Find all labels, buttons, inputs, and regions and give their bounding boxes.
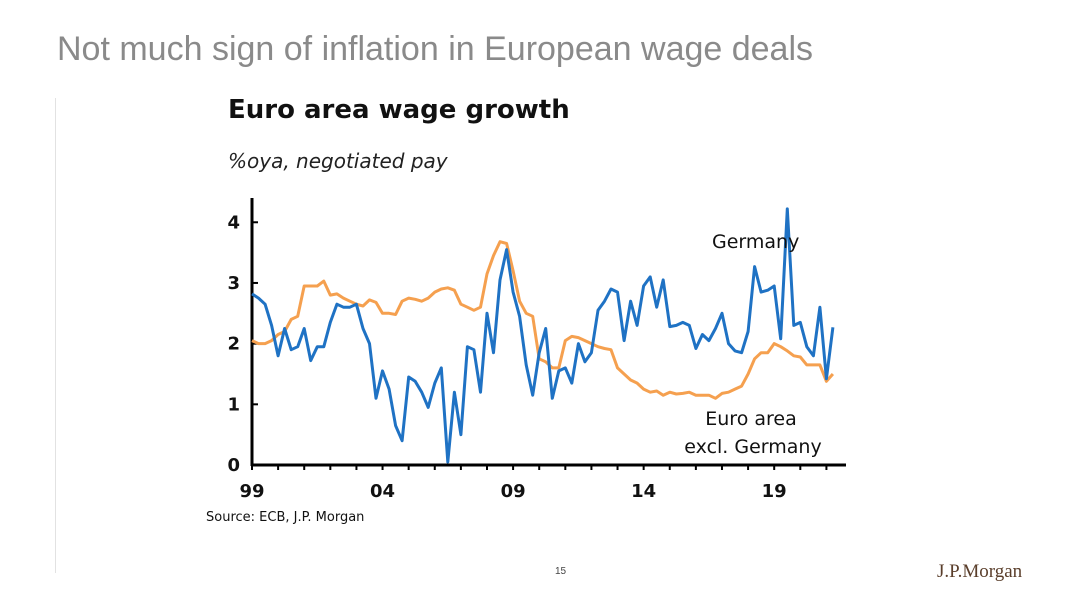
y-tick-label: 3 — [227, 273, 240, 294]
page-number: 15 — [555, 566, 567, 577]
x-tick-label: 14 — [631, 481, 656, 502]
chart-series — [251, 207, 835, 464]
x-tick-label: 19 — [762, 481, 787, 502]
series-label-euro_ex_germany: Euro area — [705, 408, 796, 430]
series-label-germany: Germany — [712, 231, 799, 253]
y-tick-label: 2 — [227, 334, 240, 355]
series-labels: Germany Euro area excl. Germany — [684, 231, 821, 458]
chart-title: Euro area wage growth — [228, 95, 570, 125]
series-label-euro_ex_germany: excl. Germany — [684, 436, 821, 458]
x-tick-label: 99 — [239, 481, 264, 502]
series-line-euro_ex_germany — [251, 240, 835, 400]
y-tick-label: 1 — [227, 394, 240, 415]
chart-axes: 0 1 2 3 4 99 04 09 14 19 — [227, 198, 846, 502]
jpmorgan-logo: J.P.Morgan — [937, 561, 1023, 582]
x-tick-label: 09 — [501, 481, 526, 502]
x-tick-label: 04 — [370, 481, 395, 502]
side-divider — [55, 98, 56, 573]
series-line-germany — [251, 207, 835, 464]
y-tick-label: 4 — [227, 212, 240, 233]
chart-subtitle: %oya, negotiated pay — [228, 149, 449, 173]
y-tick-label: 0 — [227, 455, 240, 476]
slide-title: Not much sign of inflation in European w… — [57, 30, 814, 68]
chart-source: Source: ECB, J.P. Morgan — [206, 510, 364, 525]
